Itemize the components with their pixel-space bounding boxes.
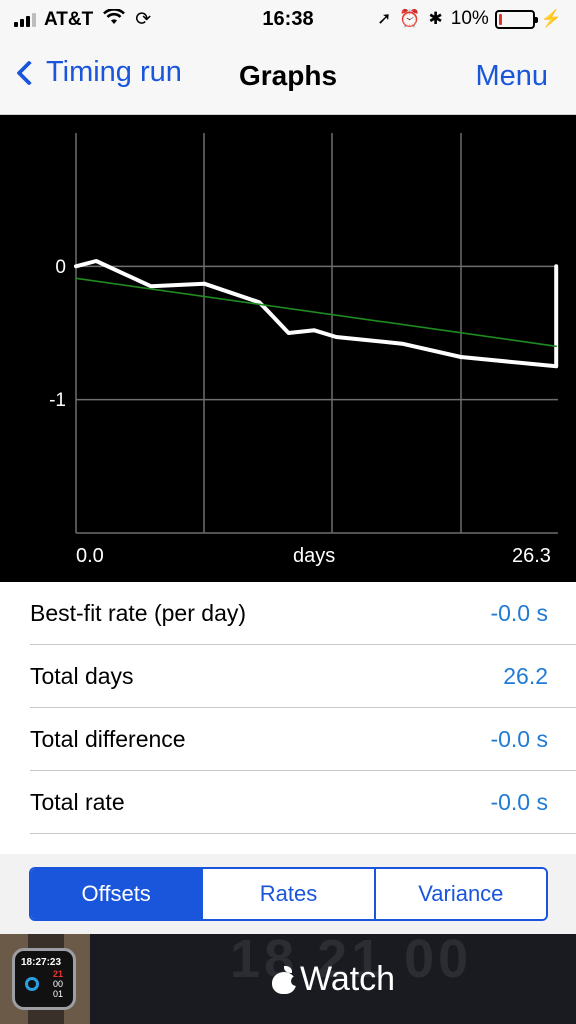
- status-bar: AT&T ⟳ 16:38 ➚ ⏰ ✱ 10% ⚡: [0, 0, 576, 40]
- series-line-best-fit: [75, 277, 558, 348]
- activity-ring-icon: [25, 977, 39, 991]
- ad-brand-text: Watch: [300, 960, 396, 998]
- status-right: ➚ ⏰ ✱ 10% ⚡: [377, 8, 562, 30]
- segment-variance[interactable]: Variance: [373, 869, 546, 919]
- stat-label: Best-fit rate (per day): [30, 600, 247, 626]
- status-time: 16:38: [262, 8, 314, 30]
- ad-banner[interactable]: 18:27:23 21 00 01 18 21 00 Watch: [0, 934, 576, 1024]
- battery-fill: [498, 13, 503, 25]
- alarm-icon: ⏰: [399, 9, 421, 28]
- x-axis-label: days: [293, 545, 336, 567]
- stat-label: Total rate: [30, 789, 125, 815]
- series-line-offsets: [74, 259, 559, 369]
- location-icon: ➚: [377, 9, 392, 28]
- navigation-bar: Timing run Graphs Menu: [0, 40, 576, 115]
- graph-panel: 0 -1 0.0 days 26.3: [0, 115, 576, 582]
- watch-face: 18:27:23 21 00 01: [12, 948, 76, 1010]
- stat-row-total-rate: Total rate -0.0 s: [0, 771, 576, 834]
- divider: [30, 644, 576, 645]
- stat-row-total-difference: Total difference -0.0 s: [0, 708, 576, 771]
- divider: [30, 770, 576, 771]
- stats-table: Best-fit rate (per day) -0.0 s Total day…: [0, 582, 576, 854]
- segment-rates[interactable]: Rates: [201, 869, 374, 919]
- battery-percent: 10%: [450, 8, 489, 29]
- stat-value: -0.0 s: [490, 789, 548, 815]
- battery-icon: [494, 9, 538, 29]
- y-tick-label-0: 0: [55, 257, 66, 278]
- ad-brand: Watch: [272, 960, 395, 999]
- watch-digit: 00: [53, 979, 64, 989]
- watch-image: 18:27:23 21 00 01: [0, 934, 90, 1024]
- x-tick-label-start: 0.0: [76, 545, 104, 567]
- graph-type-segmented-control: Offsets Rates Variance: [29, 867, 548, 921]
- bluetooth-icon: ✱: [428, 9, 443, 28]
- signal-icon: [14, 12, 38, 27]
- watch-digit: 21: [53, 969, 64, 979]
- apple-logo-icon: [272, 965, 301, 994]
- stat-label: Total difference: [30, 726, 186, 752]
- stat-value: -0.0 s: [490, 726, 548, 752]
- watch-time: 18:27:23: [21, 957, 62, 968]
- carrier-name: AT&T: [44, 8, 94, 30]
- back-button-label: Timing run: [46, 56, 182, 88]
- x-tick-label-end: 26.3: [512, 545, 551, 567]
- chevron-left-icon: [16, 59, 42, 86]
- stat-row-best-fit-rate: Best-fit rate (per day) -0.0 s: [0, 582, 576, 645]
- divider: [30, 707, 576, 708]
- segment-offsets[interactable]: Offsets: [31, 869, 202, 919]
- ad-background-digits: 18 21 00: [230, 934, 473, 989]
- stat-value: -0.0 s: [490, 600, 548, 626]
- stat-label: Total days: [30, 663, 134, 689]
- segment-bar: Offsets Rates Variance: [0, 854, 576, 934]
- offset-chart: [74, 133, 559, 534]
- y-tick-label-1: -1: [49, 390, 66, 411]
- sync-icon: ⟳: [135, 9, 152, 30]
- status-left: AT&T ⟳: [14, 8, 151, 31]
- wifi-icon: [103, 8, 126, 30]
- stat-value: 26.2: [503, 663, 548, 689]
- watch-digit: 01: [53, 989, 64, 999]
- divider: [30, 833, 576, 834]
- charging-icon: ⚡: [540, 9, 562, 28]
- menu-button[interactable]: Menu: [475, 60, 548, 92]
- stat-row-total-days: Total days 26.2: [0, 645, 576, 708]
- back-button[interactable]: Timing run: [14, 56, 182, 89]
